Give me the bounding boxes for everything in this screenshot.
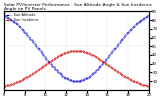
Legend: -- Sun Altitude, -- Sun Incidence: -- Sun Altitude, -- Sun Incidence bbox=[6, 13, 38, 22]
Text: Solar PV/Inverter Performance - Sun Altitude Angle & Sun Incidence Angle on PV P: Solar PV/Inverter Performance - Sun Alti… bbox=[4, 3, 152, 11]
